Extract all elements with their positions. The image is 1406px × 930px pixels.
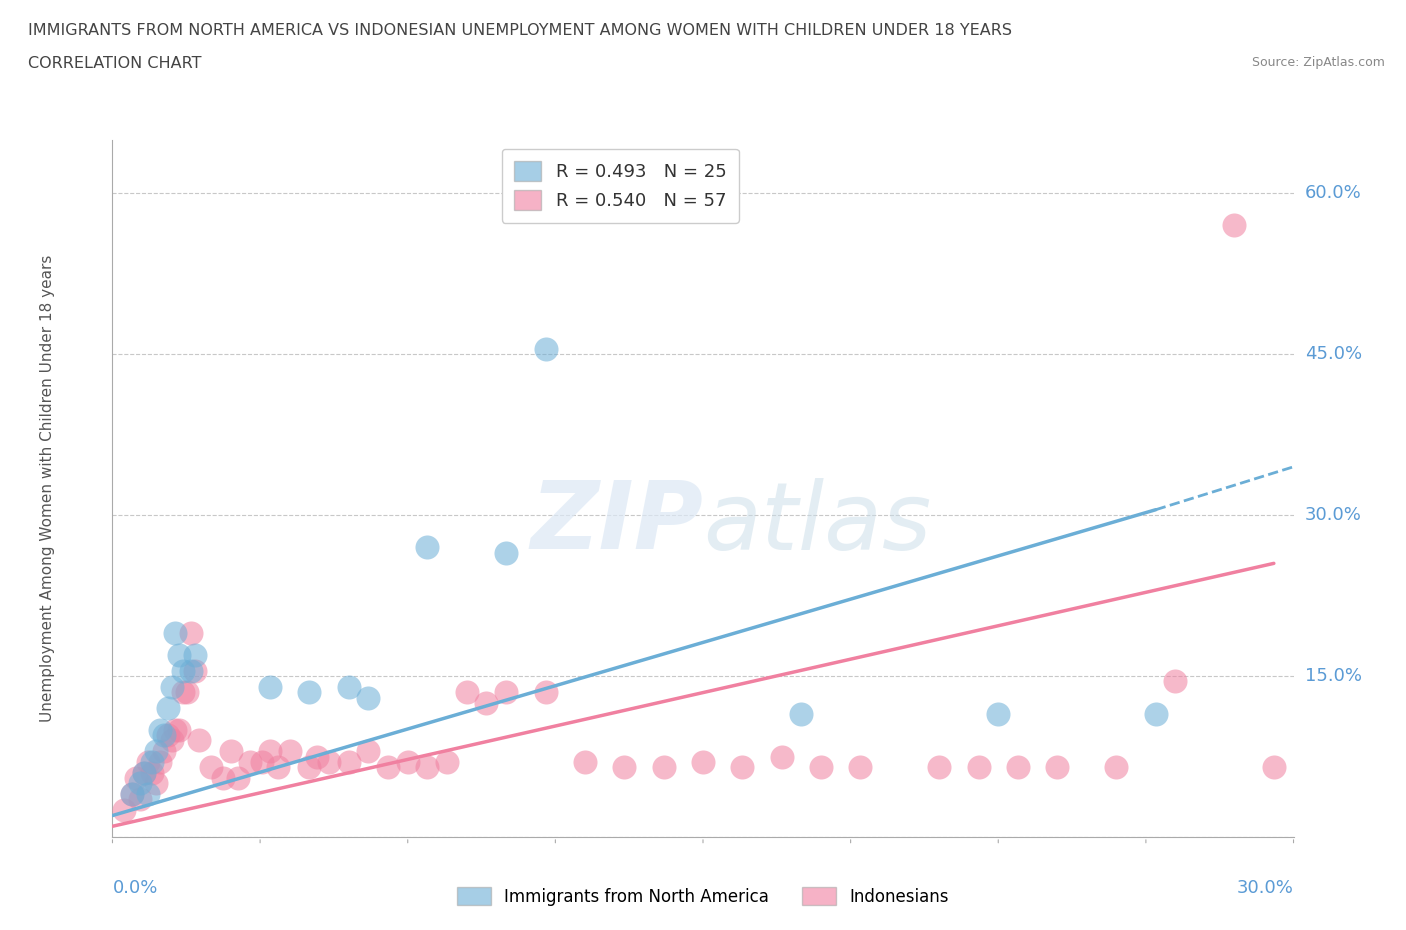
Point <box>136 787 159 802</box>
Point <box>250 754 273 769</box>
Point <box>188 733 211 748</box>
Text: Source: ZipAtlas.com: Source: ZipAtlas.com <box>1251 56 1385 69</box>
Point <box>145 776 167 790</box>
Point <box>278 744 301 759</box>
Point <box>416 539 439 554</box>
Point <box>132 765 155 780</box>
Point <box>239 754 262 769</box>
Point <box>200 760 222 775</box>
Point <box>141 765 163 780</box>
Point <box>141 754 163 769</box>
Point <box>1263 760 1285 775</box>
Point <box>129 792 152 807</box>
Point <box>172 684 194 699</box>
Point <box>416 760 439 775</box>
Point <box>436 754 458 769</box>
Point <box>156 701 179 716</box>
Point <box>967 760 990 775</box>
Point <box>259 679 281 694</box>
Point <box>298 760 321 775</box>
Point <box>849 760 872 775</box>
Point <box>129 776 152 790</box>
Point <box>160 733 183 748</box>
Text: 45.0%: 45.0% <box>1305 345 1362 363</box>
Point <box>121 787 143 802</box>
Point <box>259 744 281 759</box>
Point <box>156 727 179 742</box>
Legend: R = 0.493   N = 25, R = 0.540   N = 57: R = 0.493 N = 25, R = 0.540 N = 57 <box>502 149 740 222</box>
Text: 30.0%: 30.0% <box>1305 506 1361 525</box>
Point <box>731 760 754 775</box>
Point <box>176 684 198 699</box>
Point <box>1223 218 1246 232</box>
Point <box>692 754 714 769</box>
Point <box>337 679 360 694</box>
Point <box>396 754 419 769</box>
Point <box>495 545 517 560</box>
Point <box>534 684 557 699</box>
Point <box>160 679 183 694</box>
Point <box>149 723 172 737</box>
Point <box>152 744 174 759</box>
Point <box>211 771 233 786</box>
Point <box>136 754 159 769</box>
Point <box>165 723 187 737</box>
Text: 60.0%: 60.0% <box>1305 184 1361 202</box>
Point <box>228 771 250 786</box>
Point <box>357 744 380 759</box>
Text: Unemployment Among Women with Children Under 18 years: Unemployment Among Women with Children U… <box>39 255 55 722</box>
Point <box>1105 760 1128 775</box>
Text: IMMIGRANTS FROM NORTH AMERICA VS INDONESIAN UNEMPLOYMENT AMONG WOMEN WITH CHILDR: IMMIGRANTS FROM NORTH AMERICA VS INDONES… <box>28 23 1012 38</box>
Point <box>152 727 174 742</box>
Point <box>357 690 380 705</box>
Point <box>475 696 498 711</box>
Point <box>149 754 172 769</box>
Point <box>112 803 135 817</box>
Point <box>810 760 832 775</box>
Text: 15.0%: 15.0% <box>1305 667 1361 685</box>
Point <box>184 663 207 678</box>
Point <box>125 771 148 786</box>
Point <box>180 663 202 678</box>
Point <box>574 754 596 769</box>
Point <box>121 787 143 802</box>
Point <box>267 760 290 775</box>
Point <box>307 749 329 764</box>
Point <box>184 647 207 662</box>
Point <box>456 684 478 699</box>
Legend: Immigrants from North America, Indonesians: Immigrants from North America, Indonesia… <box>451 881 955 912</box>
Point <box>219 744 242 759</box>
Point <box>613 760 636 775</box>
Point <box>172 663 194 678</box>
Point <box>770 749 793 764</box>
Text: ZIP: ZIP <box>530 477 703 569</box>
Text: 30.0%: 30.0% <box>1237 879 1294 897</box>
Point <box>1046 760 1069 775</box>
Point <box>534 341 557 356</box>
Point <box>298 684 321 699</box>
Point <box>1144 706 1167 721</box>
Point <box>132 765 155 780</box>
Text: atlas: atlas <box>703 478 931 568</box>
Point <box>145 744 167 759</box>
Point <box>790 706 813 721</box>
Point <box>165 626 187 641</box>
Point <box>652 760 675 775</box>
Point <box>495 684 517 699</box>
Point <box>337 754 360 769</box>
Point <box>1007 760 1029 775</box>
Point <box>169 723 191 737</box>
Point <box>169 647 191 662</box>
Point <box>987 706 1010 721</box>
Point <box>1164 674 1187 689</box>
Point <box>377 760 399 775</box>
Text: CORRELATION CHART: CORRELATION CHART <box>28 56 201 71</box>
Point <box>928 760 950 775</box>
Point <box>180 626 202 641</box>
Point <box>318 754 340 769</box>
Text: 0.0%: 0.0% <box>112 879 157 897</box>
